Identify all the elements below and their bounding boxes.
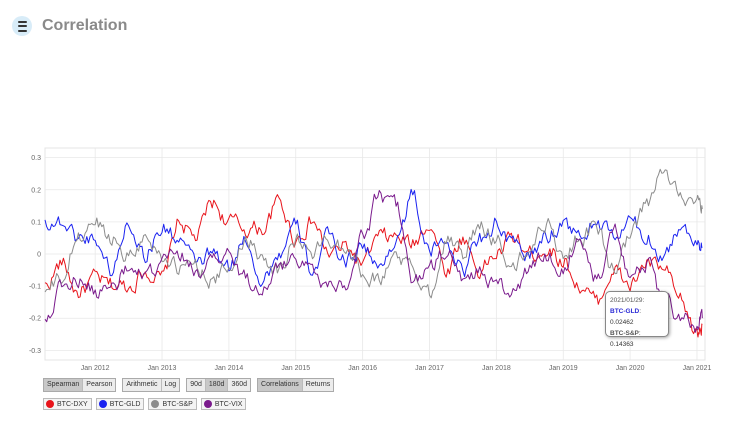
window-toggle: 90d 180d 360d — [186, 378, 252, 392]
x-tick-label: Jan 2015 — [281, 365, 310, 370]
correlations-button[interactable]: Correlations — [258, 379, 303, 391]
x-tick-label: Jan 2017 — [415, 365, 444, 370]
y-axis: 0.3 0.2 0.1 0 -0.1 -0.2 -0.3 — [29, 155, 41, 355]
series-line-btcgld — [44, 188, 703, 287]
pearson-button[interactable]: Pearson — [83, 379, 116, 391]
correlation-chart[interactable]: 0.30.20.10-0.1-0.2-0.3 Jan 2012 Jan 2013 J… — [0, 140, 738, 370]
window-180d-button[interactable]: 180d — [205, 379, 229, 391]
y-tick-label: -0.2 — [29, 316, 41, 323]
series-line-btcsp — [44, 168, 703, 299]
scale-toggle: Arithmetic Log — [122, 378, 181, 392]
series-line-btcdxy — [44, 194, 703, 338]
x-tick-label: Jan 2019 — [549, 365, 578, 370]
log-button[interactable]: Log — [161, 379, 180, 391]
header: Correlation — [12, 14, 127, 38]
database-icon — [12, 16, 32, 36]
legend-item-btc-dxy[interactable]: BTC-DXY — [43, 398, 92, 410]
tooltip-gld-value: : 0.02462 — [610, 308, 642, 326]
y-tick-label: 0.1 — [31, 219, 41, 226]
legend-label: BTC-VIX — [214, 400, 243, 408]
tooltip-date: 2021/01/29: — [610, 297, 645, 304]
chart-legend: BTC-DXY BTC-GLD BTC-S&P BTC-VIX — [43, 398, 247, 410]
window-360d-button[interactable]: 360d — [228, 379, 251, 391]
returns-button[interactable]: Returns — [302, 379, 334, 391]
y-tick-label: 0.2 — [31, 187, 41, 194]
x-tick-label: Jan 2021 — [683, 365, 712, 370]
y-tick-label: -0.1 — [29, 284, 41, 291]
legend-item-btc-gld[interactable]: BTC-GLD — [95, 398, 145, 410]
chart-series — [44, 168, 703, 338]
tooltip-gld-label: BTC-GLD — [610, 308, 640, 315]
window-90d-button[interactable]: 90d — [187, 379, 206, 391]
series-line-btcvix — [44, 190, 703, 333]
spearman-button[interactable]: Spearman — [44, 379, 84, 391]
legend-dot-icon — [203, 400, 212, 408]
chart-controls: Spearman Pearson Arithmetic Log 90d 180d… — [43, 378, 335, 392]
legend-item-btc-vix[interactable]: BTC-VIX — [200, 398, 247, 410]
y-tick-label: 0.3 — [31, 155, 41, 162]
y-tick-label: 0 — [37, 252, 41, 259]
x-tick-label: Jan 2013 — [148, 365, 177, 370]
legend-dot-icon — [98, 400, 107, 408]
method-toggle: Spearman Pearson — [43, 378, 117, 392]
chart-grid — [44, 147, 706, 361]
page-title: Correlation — [42, 17, 128, 34]
legend-label: BTC-GLD — [109, 400, 141, 408]
legend-item-btc-sp[interactable]: BTC-S&P — [148, 398, 197, 410]
legend-dot-icon — [151, 400, 160, 408]
arithmetic-button[interactable]: Arithmetic — [123, 379, 162, 391]
x-axis: Jan 2012 Jan 2013 Jan 2014 Jan 2015 Jan 2016… — [81, 365, 712, 370]
tooltip-sp-label: BTC-S&P — [610, 330, 639, 337]
legend-label: BTC-S&P — [162, 400, 193, 408]
x-tick-label: Jan 2020 — [616, 365, 645, 370]
x-tick-label: Jan 2012 — [81, 365, 110, 370]
chart-tooltip: 2021/01/29: BTC-GLD: 0.02462 BTC-S&P: 0.… — [605, 291, 669, 348]
legend-label: BTC-DXY — [57, 400, 88, 408]
legend-dot-icon — [46, 400, 54, 408]
y-tick-label: -0.3 — [29, 348, 41, 355]
view-toggle: Correlations Returns — [257, 378, 335, 392]
tooltip-sp-value: : 0.14363 — [610, 330, 641, 348]
x-tick-label: Jan 2018 — [482, 365, 511, 370]
x-tick-label: Jan 2016 — [348, 365, 377, 370]
x-tick-label: Jan 2014 — [214, 365, 243, 370]
